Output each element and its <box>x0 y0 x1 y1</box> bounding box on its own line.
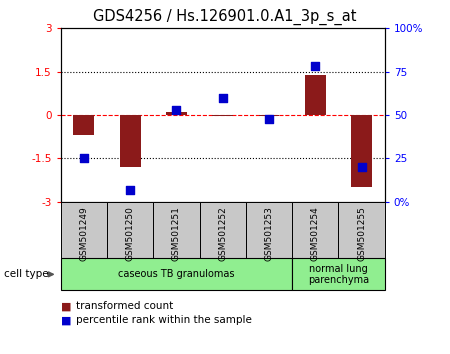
Text: GSM501252: GSM501252 <box>218 206 227 261</box>
Bar <box>259 115 279 116</box>
Text: GSM501254: GSM501254 <box>311 206 320 261</box>
Text: ■: ■ <box>61 315 71 325</box>
Point <box>126 187 134 193</box>
Bar <box>166 112 187 115</box>
Text: caseous TB granulomas: caseous TB granulomas <box>118 269 235 279</box>
Bar <box>73 115 94 135</box>
Text: GDS4256 / Hs.126901.0.A1_3p_s_at: GDS4256 / Hs.126901.0.A1_3p_s_at <box>93 9 357 25</box>
Point <box>312 64 319 69</box>
Text: GSM501253: GSM501253 <box>265 206 274 261</box>
Text: ■: ■ <box>61 301 71 311</box>
Text: GSM501255: GSM501255 <box>357 206 366 261</box>
Text: GSM501251: GSM501251 <box>172 206 181 261</box>
Bar <box>351 115 372 187</box>
Text: normal lung
parenchyma: normal lung parenchyma <box>308 263 369 285</box>
Text: transformed count: transformed count <box>76 301 174 311</box>
Point <box>266 116 273 121</box>
Text: cell type: cell type <box>4 269 49 279</box>
Point <box>219 95 226 101</box>
Point <box>358 164 365 170</box>
Text: GSM501249: GSM501249 <box>79 206 88 261</box>
Point <box>173 107 180 113</box>
Text: percentile rank within the sample: percentile rank within the sample <box>76 315 252 325</box>
Text: GSM501250: GSM501250 <box>126 206 135 261</box>
Bar <box>120 115 140 167</box>
Bar <box>305 75 326 115</box>
Point <box>80 156 87 161</box>
Bar <box>212 115 233 116</box>
